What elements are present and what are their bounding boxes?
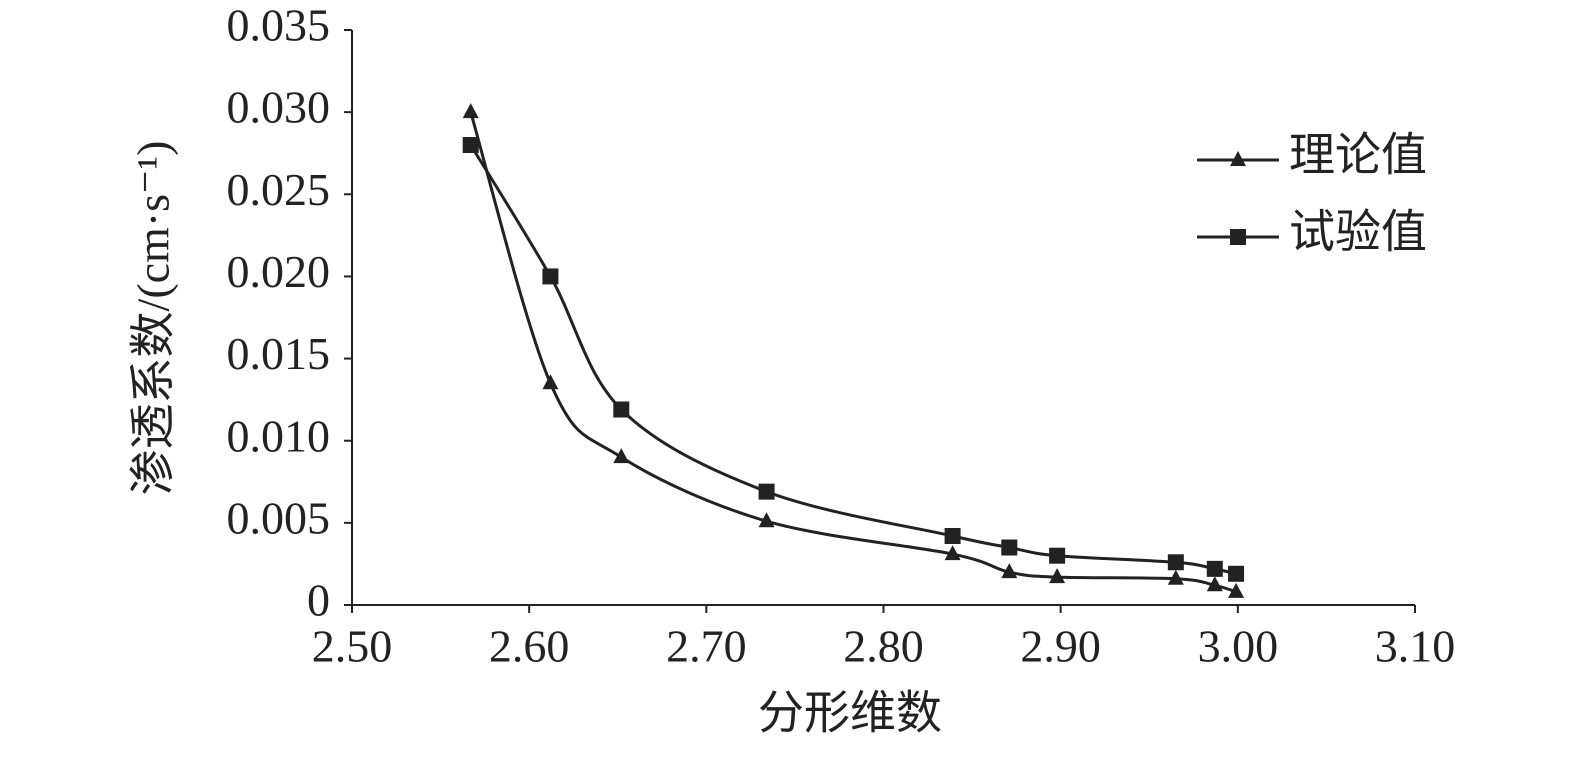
x-tick-label: 2.60: [489, 621, 570, 672]
x-tick-label: 2.80: [843, 621, 924, 672]
marker-square: [613, 401, 630, 418]
marker-square: [1230, 229, 1246, 245]
marker-square: [542, 268, 559, 285]
y-tick-label: 0.015: [227, 328, 331, 379]
legend-label: 试验值: [1289, 207, 1427, 258]
y-tick-label: 0.020: [227, 246, 331, 297]
marker-triangle: [542, 374, 559, 390]
marker-triangle: [1167, 569, 1184, 585]
y-tick-label: 0.035: [227, 0, 331, 51]
y-tick-label: 0.025: [227, 164, 331, 215]
series-line: [469, 144, 1237, 576]
marker-triangle: [1049, 568, 1066, 584]
marker-triangle: [462, 103, 479, 119]
y-axis-label: 渗透系数/(cm·s⁻¹): [128, 141, 179, 496]
marker-triangle: [944, 545, 961, 561]
marker-square: [1001, 539, 1018, 556]
marker-triangle: [1228, 582, 1245, 598]
y-tick-label: 0: [307, 575, 330, 626]
marker-square: [1049, 547, 1066, 564]
x-axis-label: 分形维数: [758, 688, 942, 739]
marker-triangle: [1001, 563, 1018, 579]
marker-triangle: [613, 448, 630, 464]
legend-label: 理论值: [1289, 130, 1427, 181]
marker-triangle: [1206, 576, 1223, 592]
x-tick-label: 3.10: [1375, 621, 1456, 672]
y-tick-label: 0.030: [227, 82, 331, 133]
marker-square: [462, 137, 479, 153]
marker-triangle: [1230, 151, 1246, 166]
x-tick-label: 2.90: [1020, 621, 1101, 672]
marker-square: [944, 528, 961, 544]
marker-square: [758, 483, 775, 500]
x-tick-label: 2.50: [312, 621, 393, 672]
x-tick-label: 3.00: [1198, 621, 1279, 672]
x-tick-label: 2.70: [666, 621, 747, 672]
marker-square: [1228, 565, 1245, 582]
marker-square: [1206, 560, 1223, 577]
marker-square: [1167, 554, 1184, 571]
marker-triangle: [758, 512, 775, 528]
y-tick-label: 0.010: [227, 410, 331, 461]
y-tick-label: 0.005: [227, 492, 331, 543]
